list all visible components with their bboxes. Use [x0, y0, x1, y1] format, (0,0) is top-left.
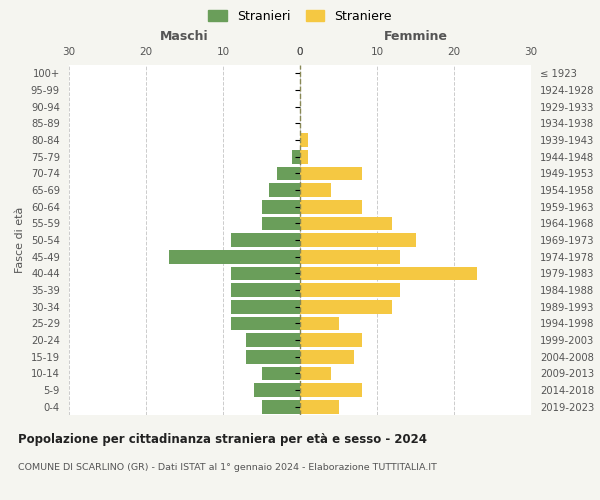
Bar	[246, 333, 300, 347]
Bar	[300, 300, 392, 314]
Bar	[300, 366, 331, 380]
Bar	[300, 383, 362, 397]
Bar	[262, 216, 300, 230]
Bar	[262, 400, 300, 413]
Bar	[300, 133, 308, 147]
Bar	[300, 283, 400, 297]
Bar	[230, 266, 300, 280]
Bar	[300, 400, 338, 413]
Bar	[277, 166, 300, 180]
Bar	[300, 166, 362, 180]
Bar	[300, 333, 362, 347]
Bar	[230, 316, 300, 330]
Bar	[254, 383, 300, 397]
Bar	[300, 216, 392, 230]
Bar	[230, 283, 300, 297]
Bar	[300, 200, 362, 213]
Bar	[300, 350, 354, 364]
Text: Popolazione per cittadinanza straniera per età e sesso - 2024: Popolazione per cittadinanza straniera p…	[18, 432, 427, 446]
Title: Maschi: Maschi	[160, 30, 209, 43]
Legend: Stranieri, Straniere: Stranieri, Straniere	[205, 6, 395, 26]
Bar	[292, 150, 300, 164]
Bar	[230, 300, 300, 314]
Y-axis label: Fasce di età: Fasce di età	[15, 207, 25, 273]
Bar	[300, 266, 477, 280]
Bar	[246, 350, 300, 364]
Bar	[300, 250, 400, 264]
Bar	[269, 183, 300, 197]
Bar	[169, 250, 300, 264]
Title: Femmine: Femmine	[383, 30, 448, 43]
Bar	[300, 233, 415, 247]
Bar	[300, 316, 338, 330]
Bar	[262, 200, 300, 213]
Bar	[230, 233, 300, 247]
Bar	[262, 366, 300, 380]
Bar	[300, 150, 308, 164]
Bar	[300, 183, 331, 197]
Text: COMUNE DI SCARLINO (GR) - Dati ISTAT al 1° gennaio 2024 - Elaborazione TUTTITALI: COMUNE DI SCARLINO (GR) - Dati ISTAT al …	[18, 462, 437, 471]
